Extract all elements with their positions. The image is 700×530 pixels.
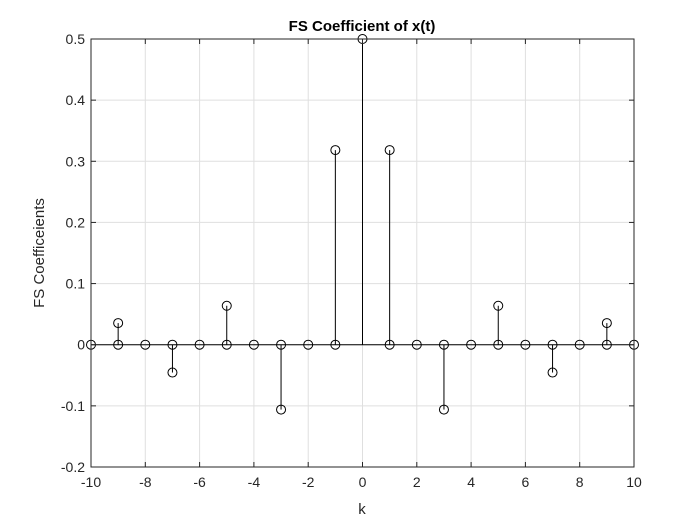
- y-axis-label: FS Coefficeients: [31, 198, 48, 308]
- chart-title: FS Coefficient of x(t): [289, 18, 436, 35]
- x-tick-label: -10: [81, 474, 101, 490]
- stem-marker: [113, 318, 124, 329]
- stem-baseline-marker: [601, 339, 612, 350]
- x-tick-label: -2: [302, 474, 315, 490]
- stems: [91, 39, 634, 410]
- ticks: [90, 38, 635, 468]
- x-tick-label: -8: [139, 474, 152, 490]
- y-tick-labels: -0.2 -0.1 0 0.1 0.2 0.3 0.4 0.5: [61, 31, 85, 475]
- stem-baseline-marker: [167, 339, 178, 350]
- y-tick-label: 0.4: [66, 92, 86, 108]
- x-tick-label: -6: [193, 474, 206, 490]
- stem-marker: [547, 367, 558, 378]
- stem-marker: [601, 318, 612, 329]
- y-tick-label: 0: [77, 337, 85, 353]
- markers: [86, 34, 639, 415]
- stem-baseline-marker: [438, 339, 449, 350]
- stem-baseline-marker: [547, 339, 558, 350]
- x-tick-label: 6: [522, 474, 530, 490]
- x-tick-label: 8: [576, 474, 584, 490]
- stem-baseline-marker: [493, 339, 504, 350]
- stem-marker: [384, 145, 395, 156]
- stem-marker: [330, 145, 341, 156]
- stem-marker: [438, 404, 449, 415]
- x-tick-label: 10: [626, 474, 642, 490]
- x-tick-label: 2: [413, 474, 421, 490]
- stem-marker: [303, 339, 314, 350]
- x-axis-label: k: [358, 501, 366, 518]
- x-tick-label: 0: [359, 474, 367, 490]
- stem-marker: [411, 339, 422, 350]
- y-tick-label: -0.1: [61, 398, 85, 414]
- y-tick-label: 0.2: [66, 214, 86, 230]
- stem-marker: [276, 404, 287, 415]
- y-tick-label: -0.2: [61, 459, 85, 475]
- y-tick-label: 0.1: [66, 276, 86, 292]
- stem-baseline-marker: [330, 339, 341, 350]
- stem-baseline-marker: [221, 339, 232, 350]
- y-tick-label: 0.3: [66, 153, 86, 169]
- stem-marker: [167, 367, 178, 378]
- stem-marker: [221, 300, 232, 311]
- stem-marker: [520, 339, 531, 350]
- x-tick-label: -4: [248, 474, 261, 490]
- stem-marker: [493, 300, 504, 311]
- stem-marker: [574, 339, 585, 350]
- stem-baseline-marker: [113, 339, 124, 350]
- stem-baseline-marker: [276, 339, 287, 350]
- x-tick-label: 4: [467, 474, 475, 490]
- x-tick-labels: -10 -8 -6 -4 -2 0 2 4 6 8 10: [81, 474, 642, 490]
- stem-marker: [140, 339, 151, 350]
- y-tick-label: 0.5: [66, 31, 86, 47]
- stem-marker: [248, 339, 259, 350]
- stem-marker: [466, 339, 477, 350]
- stem-marker: [194, 339, 205, 350]
- stem-baseline-marker: [384, 339, 395, 350]
